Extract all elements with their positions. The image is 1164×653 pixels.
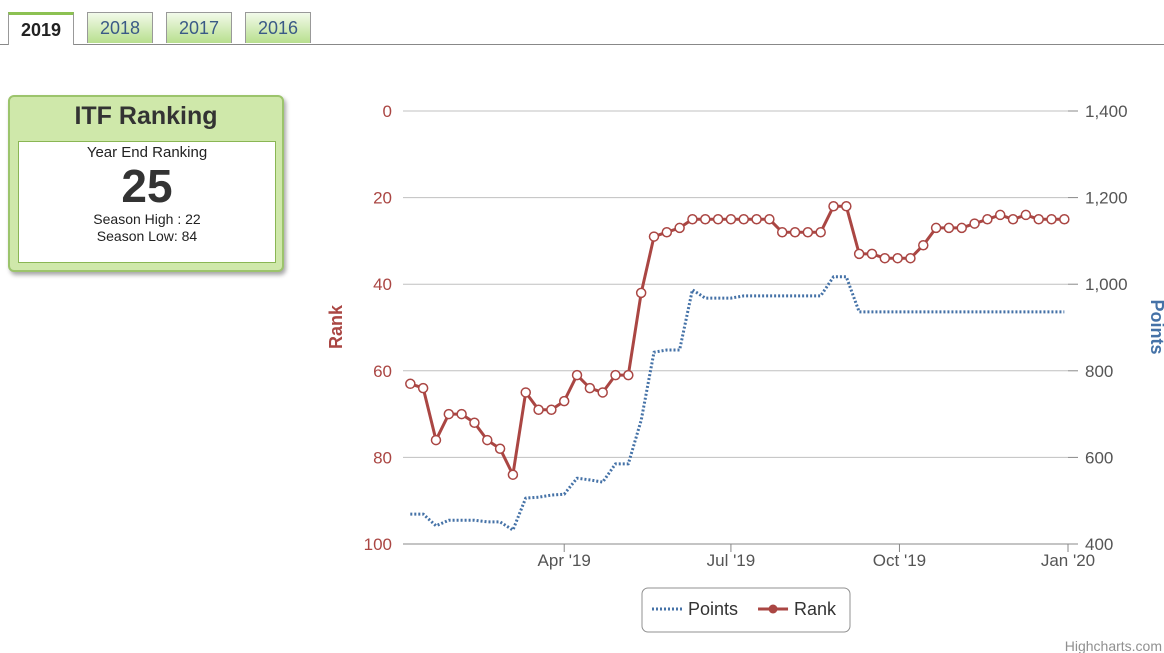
point-marker: [789, 226, 801, 238]
legend-label: Rank: [794, 599, 837, 619]
point-marker: [443, 408, 455, 420]
point-marker: [507, 469, 519, 480]
point-marker: [1046, 214, 1057, 225]
point-marker: [776, 226, 788, 238]
point-marker: [725, 214, 737, 225]
point-marker: [918, 239, 929, 251]
y-tick-label: 100: [364, 535, 392, 554]
season-high: Season High : 22: [93, 211, 201, 227]
y2-axis-title: Points: [1147, 299, 1164, 354]
legend-label: Points: [688, 599, 738, 619]
y2-tick-label: 1,200: [1085, 189, 1128, 208]
tab[interactable]: 2017: [166, 12, 232, 43]
point-marker: [405, 378, 416, 390]
point-marker: [597, 387, 608, 398]
point-marker: [571, 369, 583, 381]
point-marker: [738, 214, 749, 225]
point-marker: [982, 214, 993, 225]
series-line: [409, 204, 1065, 477]
point-marker: [764, 214, 775, 225]
point-marker: [546, 404, 557, 416]
y-tick-label: 60: [373, 362, 392, 381]
point-marker: [494, 443, 506, 454]
point-marker: [687, 214, 698, 225]
point-marker: [430, 434, 442, 446]
point-marker: [930, 222, 942, 234]
point-marker: [905, 252, 916, 264]
point-marker: [482, 434, 493, 446]
point-marker: [866, 248, 878, 260]
point-marker: [1059, 214, 1070, 225]
season-low: Season Low: 84: [96, 228, 198, 244]
y-tick-label: 80: [373, 448, 392, 467]
y-tick-label: 0: [383, 102, 392, 121]
point-marker: [712, 214, 724, 225]
point-marker: [661, 226, 673, 238]
y2-tick-label: 400: [1085, 535, 1113, 554]
point-marker: [1020, 209, 1032, 221]
point-marker: [969, 218, 980, 229]
point-marker: [456, 408, 467, 420]
legend-box: [641, 587, 851, 633]
y2-tick-label: 600: [1085, 448, 1113, 467]
tab[interactable]: 2016: [245, 12, 311, 43]
point-marker: [417, 382, 429, 394]
point-marker: [623, 369, 634, 381]
point-marker: [558, 395, 570, 407]
y-tick-label: 40: [373, 275, 392, 294]
ranking-panel: Year End Ranking 25 Season High : 22 Sea…: [18, 141, 276, 263]
series-line: [410, 275, 1065, 532]
point-marker: [751, 214, 762, 225]
point-marker: [892, 252, 903, 264]
point-marker: [533, 404, 544, 416]
ranking-box: ITF Ranking Year End Ranking 25 Season H…: [8, 95, 284, 272]
x-tick-label: Oct '19: [873, 551, 926, 570]
point-marker: [1033, 214, 1044, 225]
point-marker: [469, 417, 480, 429]
x-tick-label: Jul '19: [707, 551, 756, 570]
point-marker: [994, 209, 1006, 221]
point-marker: [700, 214, 711, 225]
point-marker: [1007, 214, 1019, 225]
y-tick-label: 20: [373, 189, 392, 208]
tab-bar: 2019 2018 2017 2016: [0, 0, 1164, 45]
point-marker: [828, 201, 839, 212]
point-marker: [815, 226, 826, 238]
tab[interactable]: 2019: [8, 12, 74, 45]
y2-tick-label: 1,400: [1085, 102, 1128, 121]
tab[interactable]: 2018: [87, 12, 153, 43]
ranking-value: 25: [121, 160, 173, 212]
y2-tick-label: 1,000: [1085, 275, 1128, 294]
x-tick-label: Apr '19: [538, 551, 591, 570]
point-marker: [584, 382, 596, 394]
y-axis-title: Rank: [326, 304, 346, 349]
point-marker: [648, 231, 660, 242]
point-marker: [879, 252, 891, 264]
credits: Highcharts.com: [1065, 638, 1162, 653]
point-marker: [841, 201, 852, 212]
box-title: ITF Ranking: [74, 102, 218, 130]
box-subtitle: Year End Ranking: [86, 144, 208, 161]
y2-tick-label: 800: [1085, 362, 1113, 381]
point-marker: [610, 369, 621, 381]
point-marker: [635, 287, 647, 299]
point-marker: [956, 222, 967, 234]
point-marker: [674, 222, 685, 234]
point-marker: [520, 387, 531, 398]
legend-marker: [768, 604, 778, 614]
point-marker: [802, 226, 814, 238]
point-marker: [943, 222, 955, 234]
x-tick-label: Jan '20: [1041, 551, 1095, 570]
point-marker: [853, 248, 865, 260]
